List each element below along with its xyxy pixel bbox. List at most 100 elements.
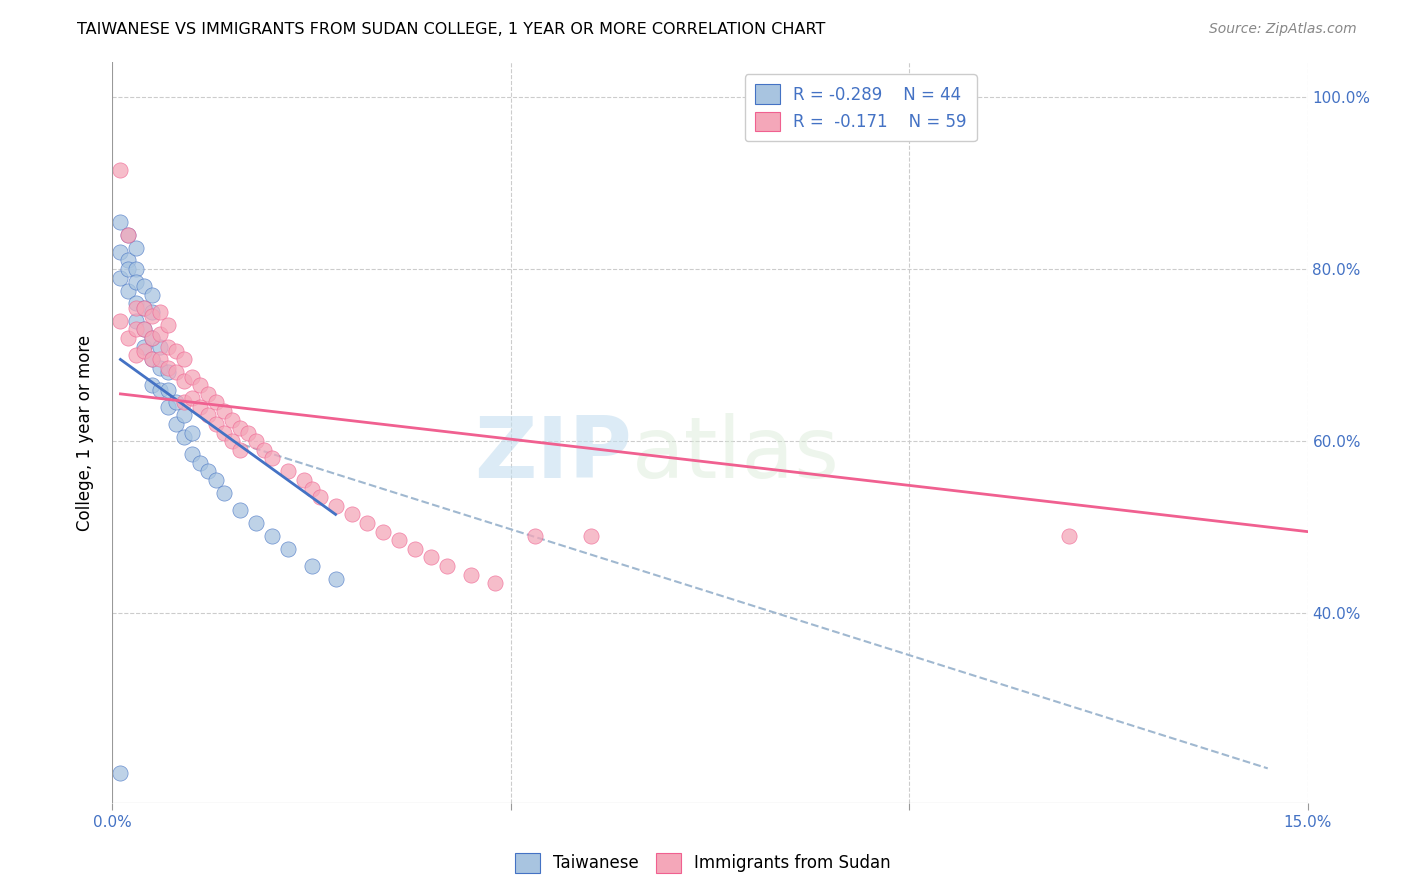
Point (373, 524, 395, 539)
Text: TAIWANESE VS IMMIGRANTS FROM SUDAN COLLEGE, 1 YEAR OR MORE CORRELATION CHART: TAIWANESE VS IMMIGRANTS FROM SUDAN COLLE… (77, 22, 825, 37)
Point (134, 279, 156, 293)
Point (205, 473, 228, 487)
Point (117, 227, 139, 242)
Point (141, 378, 163, 392)
Point (141, 352, 163, 367)
Y-axis label: College, 1 year or more: College, 1 year or more (76, 334, 94, 531)
Point (308, 490, 330, 504)
Point (181, 369, 204, 384)
Point (125, 348, 148, 362)
Point (229, 503, 252, 517)
Point (181, 447, 204, 461)
Point (110, 765, 132, 780)
Point (188, 378, 211, 392)
Point (110, 314, 132, 328)
Point (117, 284, 139, 298)
Point (117, 253, 139, 268)
Point (197, 464, 219, 478)
Point (134, 343, 156, 358)
Point (245, 516, 267, 530)
Point (165, 343, 187, 358)
Point (404, 541, 426, 556)
Point (236, 425, 259, 440)
Point (523, 529, 546, 543)
Point (245, 434, 267, 449)
Point (188, 456, 211, 470)
Point (141, 331, 163, 345)
Point (301, 559, 323, 574)
Point (110, 163, 132, 178)
Point (388, 533, 411, 548)
Point (110, 215, 132, 229)
Point (134, 322, 156, 336)
Point (141, 310, 163, 324)
Point (141, 288, 163, 302)
Point (205, 395, 228, 409)
Point (579, 529, 602, 543)
Point (149, 361, 172, 376)
Point (149, 305, 172, 319)
Point (134, 322, 156, 336)
Point (149, 383, 172, 397)
Text: Source: ZipAtlas.com: Source: ZipAtlas.com (1209, 22, 1357, 37)
Point (110, 244, 132, 259)
Point (173, 374, 195, 388)
Point (117, 331, 139, 345)
Point (212, 486, 235, 500)
Point (325, 572, 347, 586)
Point (134, 301, 156, 315)
Point (221, 413, 243, 427)
Point (340, 508, 363, 522)
Point (436, 559, 458, 574)
Point (277, 464, 299, 478)
Legend: R = -0.289    N = 44, R =  -0.171    N = 59: R = -0.289 N = 44, R = -0.171 N = 59 (745, 74, 977, 141)
Point (141, 352, 163, 367)
Point (253, 442, 276, 457)
Point (149, 326, 172, 341)
Point (260, 451, 283, 466)
Point (484, 576, 506, 591)
Point (165, 417, 187, 431)
Point (141, 331, 163, 345)
Text: atlas: atlas (633, 413, 841, 496)
Point (173, 352, 195, 367)
Point (221, 434, 243, 449)
Point (292, 473, 315, 487)
Point (157, 339, 180, 353)
Point (117, 262, 139, 277)
Point (157, 365, 180, 379)
Point (165, 365, 187, 379)
Point (157, 383, 180, 397)
Point (149, 339, 172, 353)
Point (173, 395, 195, 409)
Point (125, 314, 148, 328)
Point (197, 387, 219, 401)
Point (125, 322, 148, 336)
Point (110, 270, 132, 285)
Point (181, 425, 204, 440)
Point (260, 529, 283, 543)
Point (125, 262, 148, 277)
Point (1057, 529, 1080, 543)
Point (125, 296, 148, 310)
Point (173, 430, 195, 444)
Point (205, 417, 228, 431)
Point (212, 404, 235, 418)
Point (173, 409, 195, 423)
Point (325, 499, 347, 513)
Point (157, 400, 180, 414)
Point (149, 352, 172, 367)
Point (125, 301, 148, 315)
Point (157, 361, 180, 376)
Point (157, 318, 180, 332)
Point (420, 550, 443, 565)
Point (356, 516, 378, 530)
Point (141, 305, 163, 319)
Point (197, 409, 219, 423)
Point (460, 567, 482, 582)
Point (188, 400, 211, 414)
Point (165, 395, 187, 409)
Point (134, 339, 156, 353)
Point (229, 421, 252, 435)
Point (125, 275, 148, 289)
